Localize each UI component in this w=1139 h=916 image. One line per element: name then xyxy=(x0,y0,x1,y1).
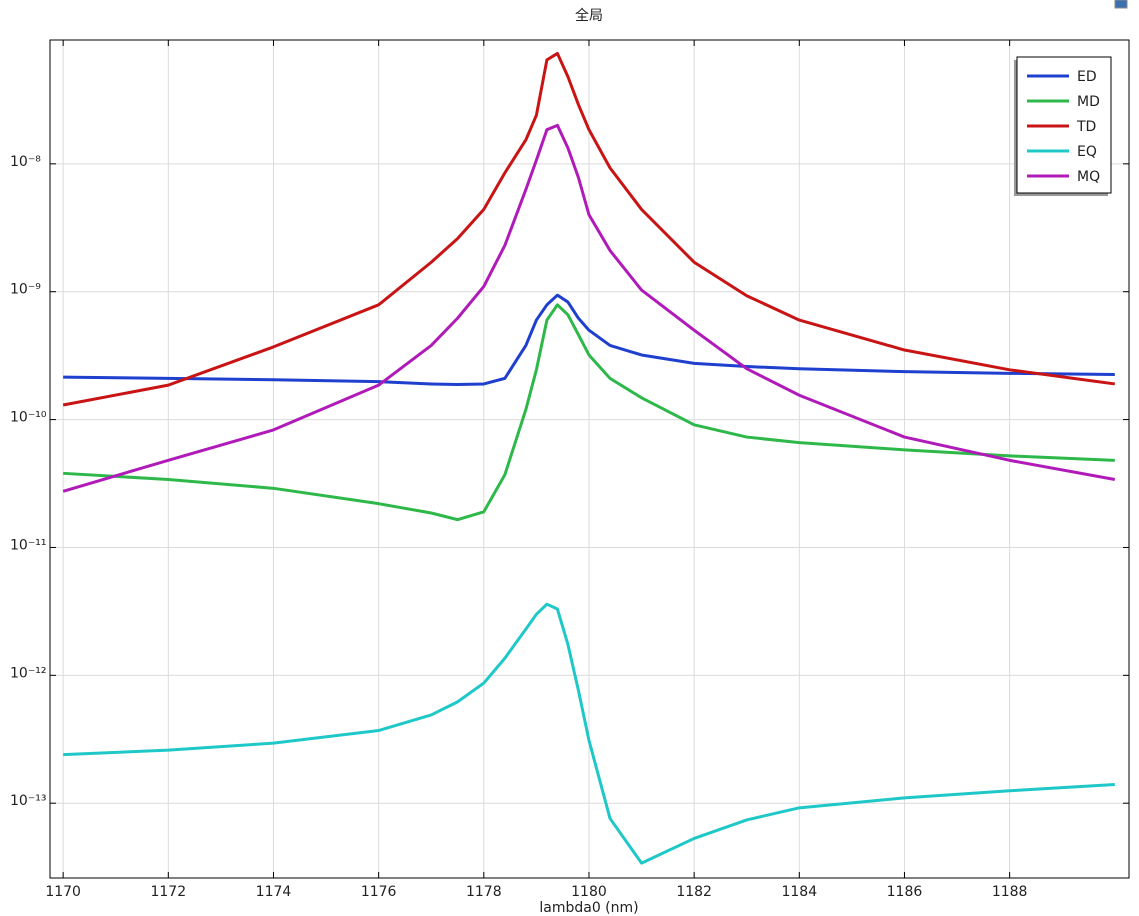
legend-label: EQ xyxy=(1077,144,1097,160)
x-tick-label: 1188 xyxy=(992,884,1028,900)
x-tick-label: 1174 xyxy=(256,884,292,900)
x-tick-label: 1176 xyxy=(361,884,397,900)
y-tick-label: 10⁻¹² xyxy=(10,665,46,681)
line-series xyxy=(62,51,1115,407)
legend-label: MQ xyxy=(1077,169,1100,185)
x-tick-label: 1170 xyxy=(45,884,81,900)
x-tick-label: 1180 xyxy=(571,884,607,900)
line-series xyxy=(63,602,1115,865)
legend-label: MD xyxy=(1077,94,1100,110)
y-tick-label: 10⁻⁸ xyxy=(10,154,41,170)
x-tick-label: 1186 xyxy=(887,884,923,900)
y-tick-label: 10⁻¹⁰ xyxy=(10,410,47,426)
line-series xyxy=(63,303,1115,522)
x-tick-label: 1182 xyxy=(676,884,712,900)
chart-title: 全局 xyxy=(575,7,603,24)
plot-frame xyxy=(49,39,1130,879)
line-series xyxy=(62,123,1116,493)
y-tick-label: 10⁻¹³ xyxy=(10,793,46,809)
x-tick-label: 1178 xyxy=(466,884,502,900)
y-tick-label: 10⁻¹¹ xyxy=(10,537,46,553)
x-tick-label: 1172 xyxy=(150,884,186,900)
window-icon[interactable] xyxy=(1114,0,1128,9)
legend-label: TD xyxy=(1076,119,1096,135)
legend-label: ED xyxy=(1077,69,1097,85)
y-tick-label: 10⁻⁹ xyxy=(10,282,41,298)
x-axis-label: lambda0 (nm) xyxy=(539,900,638,916)
x-tick-label: 1184 xyxy=(781,884,817,900)
line-series xyxy=(63,293,1115,387)
